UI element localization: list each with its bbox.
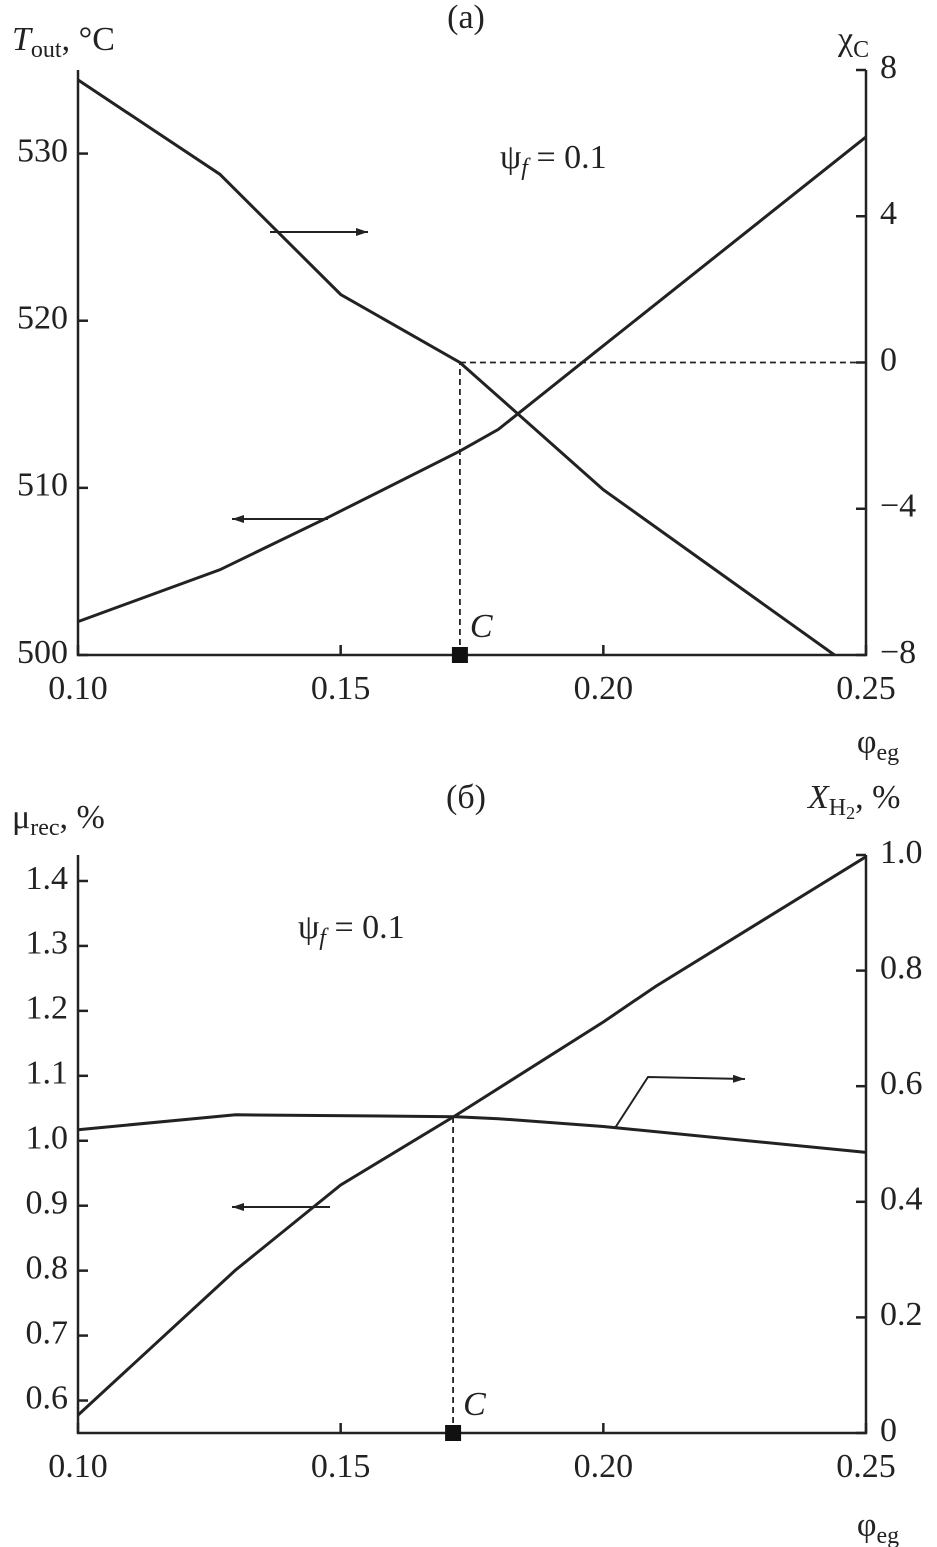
x-axis-label: φeg — [857, 1507, 899, 1547]
label-part: μ — [12, 799, 30, 836]
x-tick-label: 0.20 — [574, 1448, 634, 1485]
label-part: X — [806, 779, 830, 816]
y-tick-label: 1.0 — [26, 1120, 69, 1157]
y-tick-label: 510 — [17, 467, 68, 504]
label-part: , °C — [62, 21, 115, 58]
marker-label: C — [463, 1386, 486, 1423]
marker-label: C — [470, 608, 493, 645]
series-line — [76, 855, 867, 1417]
y-tick-label: 1.4 — [26, 860, 69, 897]
label-part: 2 — [846, 803, 855, 823]
y-tick-label: 0.8 — [26, 1249, 69, 1286]
y2-tick-label: 0.4 — [880, 1181, 923, 1218]
y2-tick-label: −4 — [880, 488, 916, 525]
y2-tick-label: 8 — [880, 49, 897, 86]
x-axis-label: φeg — [857, 724, 899, 766]
y2-tick-label: 4 — [880, 195, 897, 232]
label-part: , % — [855, 779, 900, 816]
point-marker — [445, 1425, 462, 1441]
label-part: eg — [876, 1523, 899, 1547]
panel-title: (a) — [447, 0, 485, 36]
label-part: φ — [857, 1507, 877, 1544]
series-line — [77, 78, 836, 657]
x-tick-label: 0.15 — [311, 1448, 371, 1485]
y2-tick-label: 0 — [880, 1412, 897, 1449]
y2-axis-label: XH2, % — [806, 779, 900, 823]
y2-tick-label: 0.6 — [880, 1065, 923, 1102]
label-part: ψ — [500, 139, 521, 176]
panel-title: (б) — [446, 779, 486, 816]
y-axis-label: μrec, % — [12, 799, 105, 841]
label-part: = 0.1 — [326, 909, 405, 946]
y-tick-label: 0.7 — [26, 1314, 69, 1351]
label-part: f — [521, 155, 531, 181]
x-tick-label: 0.25 — [836, 1448, 896, 1485]
y2-tick-label: −8 — [880, 634, 916, 671]
x-tick-label: 0.10 — [48, 670, 108, 707]
label-part: T — [12, 21, 33, 58]
y2-tick-label: 1.0 — [880, 834, 923, 871]
label-part: out — [31, 37, 62, 63]
annotation: ψf = 0.1 — [500, 139, 607, 181]
arrow — [614, 1074, 746, 1129]
label-part: f — [319, 925, 329, 951]
x-tick-label: 0.15 — [311, 670, 371, 707]
label-part: φ — [857, 724, 877, 761]
point-marker — [451, 647, 468, 663]
y2-tick-label: 0.8 — [880, 949, 923, 986]
y2-tick-label: 0.2 — [880, 1296, 923, 1333]
y2-axis-label: χC — [837, 21, 869, 63]
y-tick-label: 1.1 — [26, 1055, 69, 1092]
label-part: eg — [876, 740, 899, 766]
y2-tick-label: 0 — [880, 341, 897, 378]
x-tick-label: 0.10 — [48, 1448, 108, 1485]
label-part: ψ — [298, 909, 319, 946]
y-axis-label: Tout, °C — [12, 21, 115, 63]
y-tick-label: 520 — [17, 300, 68, 337]
y-tick-label: 1.2 — [26, 990, 69, 1027]
y-tick-label: 0.6 — [26, 1379, 69, 1416]
x-tick-label: 0.25 — [836, 670, 896, 707]
series-line — [77, 135, 867, 624]
label-part: H — [829, 795, 846, 821]
y-tick-label: 500 — [17, 634, 68, 671]
axes — [76, 855, 868, 1435]
label-part: = 0.1 — [528, 139, 607, 176]
label-part: rec — [30, 815, 59, 841]
y-tick-label: 0.9 — [26, 1184, 69, 1221]
x-tick-label: 0.20 — [574, 670, 634, 707]
annotation: ψf = 0.1 — [298, 909, 405, 951]
y-tick-label: 530 — [17, 132, 68, 169]
label-part: C — [853, 37, 869, 63]
label-part: , % — [60, 799, 105, 836]
y-tick-label: 1.3 — [26, 925, 69, 962]
series-line — [77, 1113, 867, 1154]
label-part: χ — [837, 21, 853, 58]
